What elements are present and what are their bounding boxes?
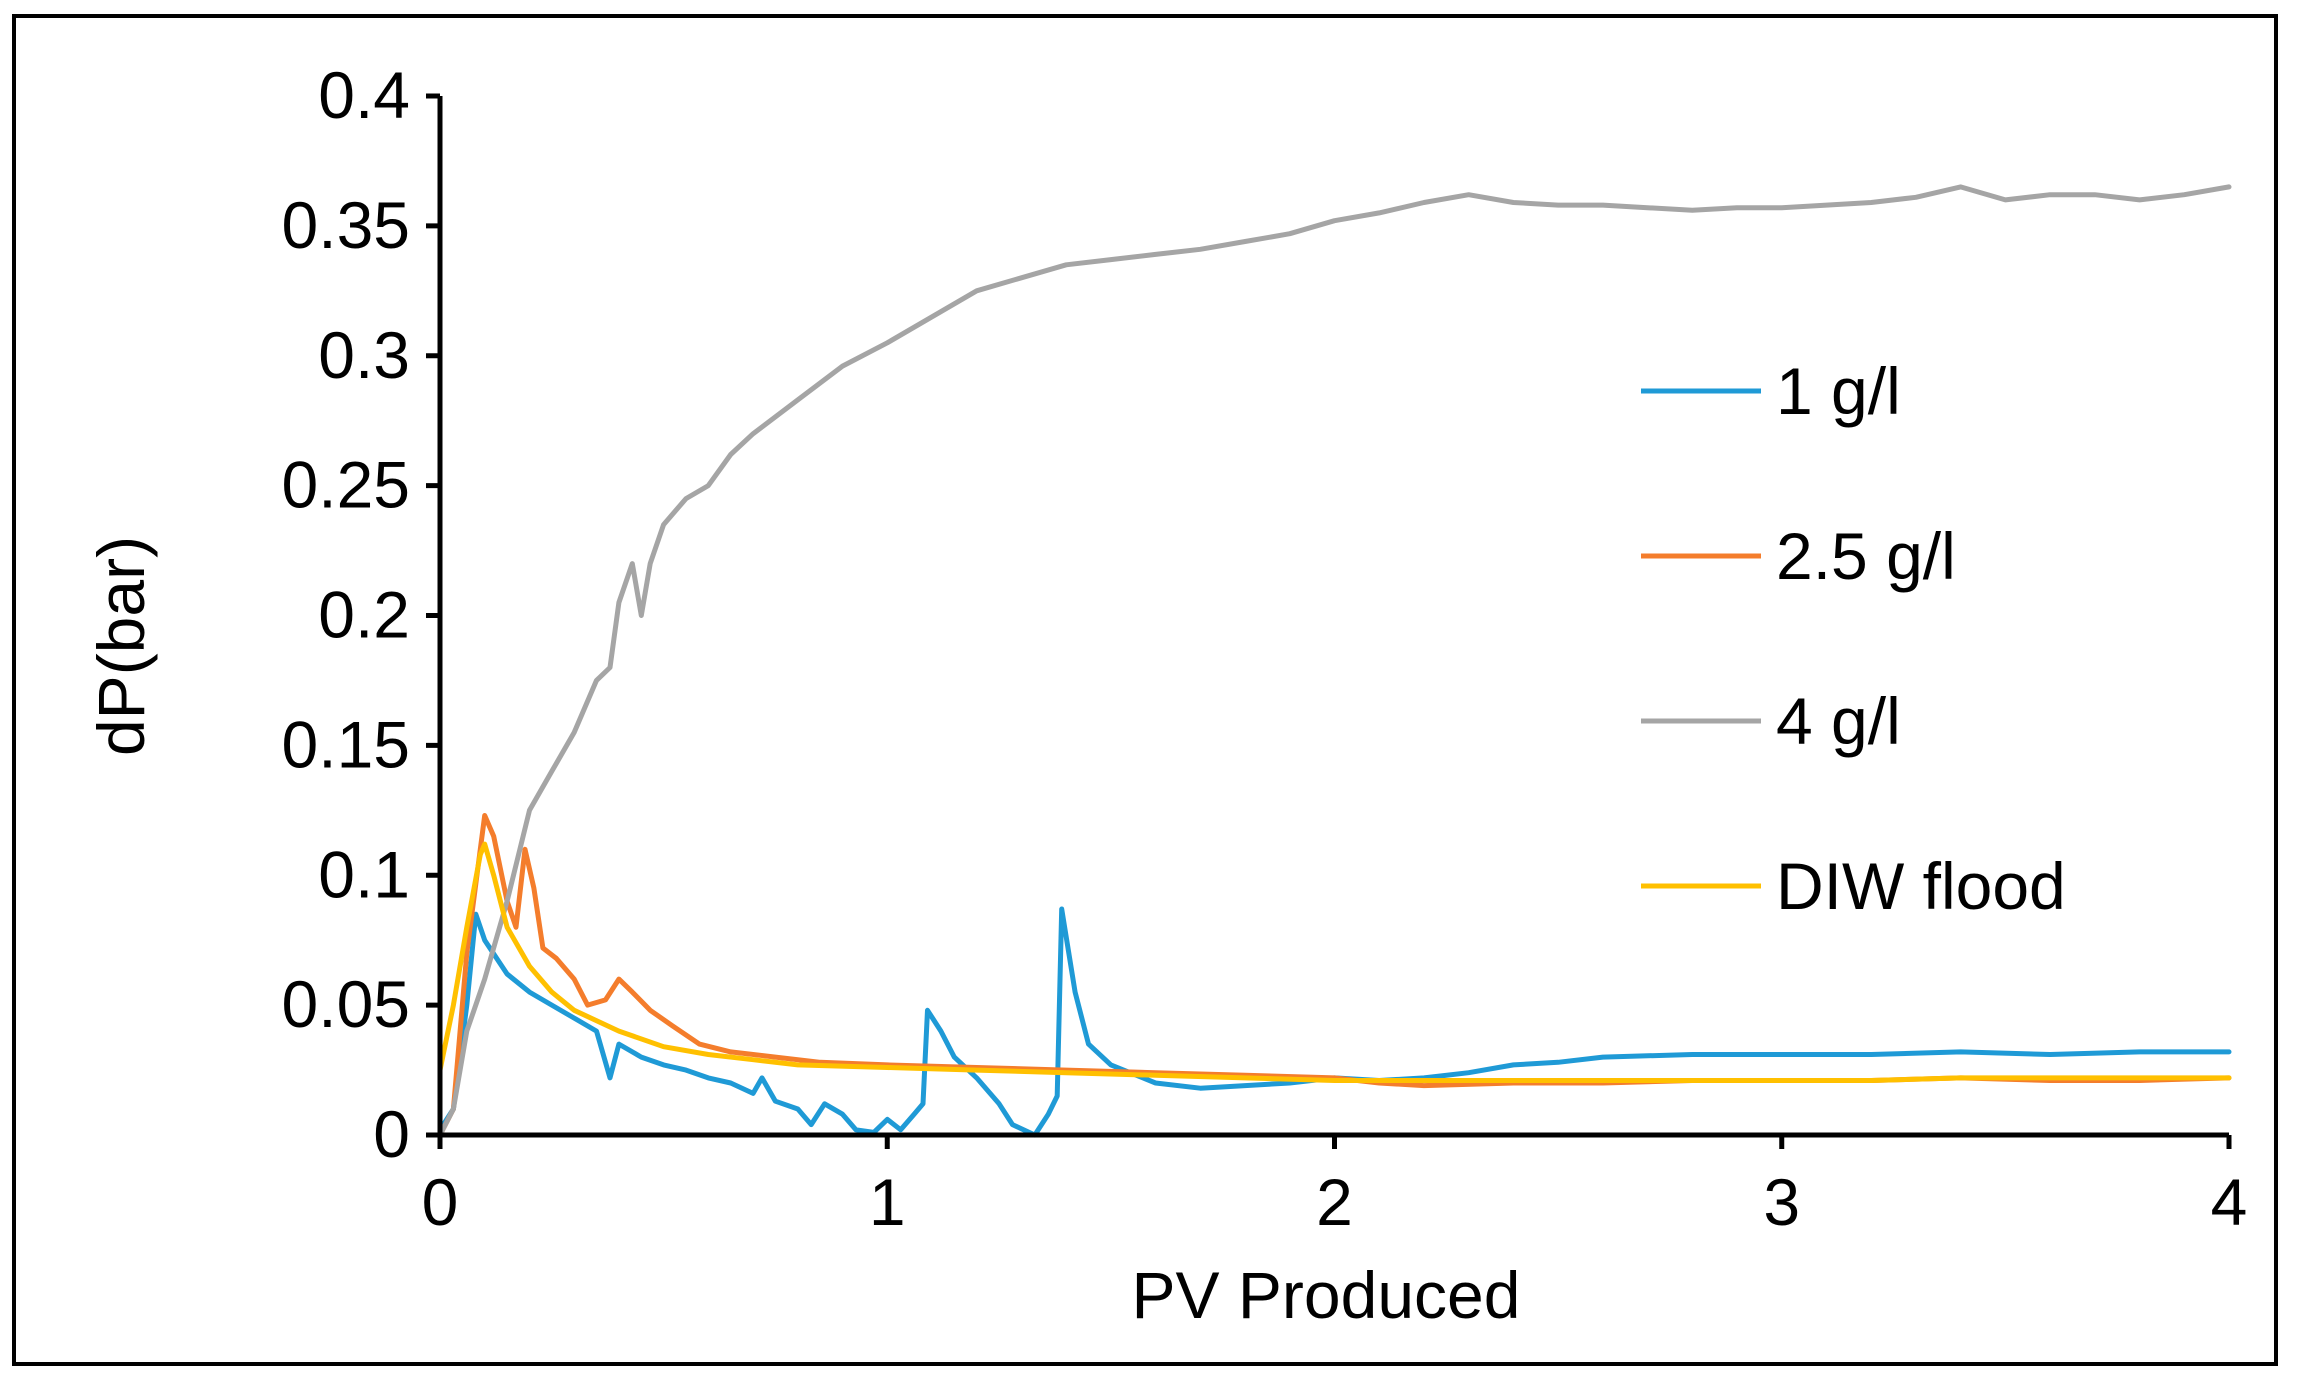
x-tick-label: 3 bbox=[1763, 1165, 1800, 1239]
x-tick-label: 1 bbox=[869, 1165, 906, 1239]
y-tick-label: 0 bbox=[373, 1097, 410, 1171]
x-tick-label: 2 bbox=[1316, 1165, 1353, 1239]
x-axis-title: PV Produced bbox=[1132, 1258, 1521, 1332]
legend: 1 g/l 2.5 g/l 4 g/l DIW flood bbox=[1641, 354, 2066, 923]
series-line-4-g-l bbox=[437, 184, 2232, 1138]
plot-lines bbox=[437, 184, 2232, 1138]
legend-label-4-g-l: 4 g/l bbox=[1776, 684, 1901, 758]
legend-label-2-5-g-l: 2.5 g/l bbox=[1776, 519, 1956, 593]
y-tick-label: 0.1 bbox=[318, 837, 410, 911]
y-tick-label: 0.05 bbox=[282, 967, 410, 1041]
legend-label-1-g-l: 1 g/l bbox=[1776, 354, 1901, 428]
y-axis-title: dP(bar) bbox=[84, 536, 158, 756]
series-line-1-g-l bbox=[437, 906, 2232, 1138]
x-tick-label: 0 bbox=[422, 1165, 459, 1239]
y-tick-label: 0.35 bbox=[282, 188, 410, 262]
series-line-diw-flood bbox=[437, 841, 2232, 1083]
chart: 0 0.05 0.1 0.15 0.2 0.25 0.3 0.35 0.4 0 1 2 3 4 PV Pr… bbox=[84, 58, 2248, 1332]
legend-label-diw-flood: DIW flood bbox=[1776, 849, 2066, 923]
ticks: 0 0.05 0.1 0.15 0.2 0.25 0.3 0.35 0.4 0 1 2 3 4 bbox=[282, 58, 2248, 1239]
y-tick-label: 0.2 bbox=[318, 578, 410, 652]
x-tick-label: 4 bbox=[2211, 1165, 2248, 1239]
y-tick-label: 0.25 bbox=[282, 448, 410, 522]
axes bbox=[437, 96, 2229, 1138]
y-tick-label: 0.4 bbox=[318, 58, 410, 132]
y-tick-label: 0.15 bbox=[282, 707, 410, 781]
y-tick-label: 0.3 bbox=[318, 318, 410, 392]
chart-frame: 0 0.05 0.1 0.15 0.2 0.25 0.3 0.35 0.4 0 1 2 3 4 PV Pr… bbox=[12, 14, 2278, 1366]
